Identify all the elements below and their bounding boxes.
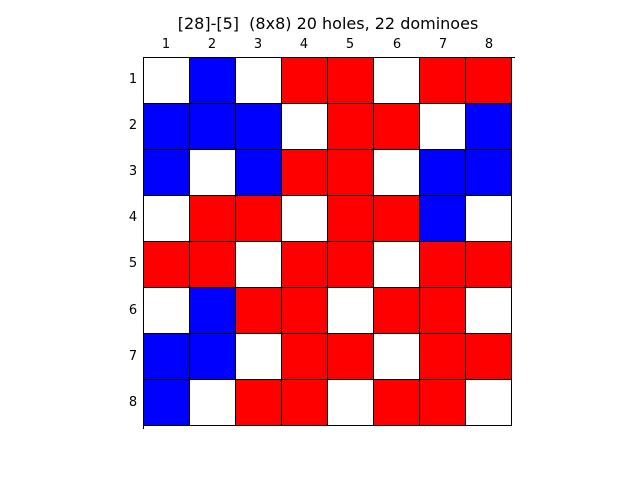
board-cell[interactable]: [374, 334, 420, 380]
row-label: 3: [128, 164, 138, 179]
board-cell[interactable]: [236, 288, 282, 334]
board-cell[interactable]: [144, 150, 190, 196]
row-label: 5: [128, 256, 138, 271]
board-cell[interactable]: [466, 58, 512, 104]
board-cell[interactable]: [374, 288, 420, 334]
board-cell[interactable]: [282, 334, 328, 380]
board-cell[interactable]: [236, 58, 282, 104]
board-cell[interactable]: [236, 104, 282, 150]
board-cell[interactable]: [328, 242, 374, 288]
board-cell[interactable]: [190, 380, 236, 426]
board-cell[interactable]: [236, 380, 282, 426]
column-label: 5: [345, 37, 355, 52]
board-cell[interactable]: [420, 242, 466, 288]
board-cell[interactable]: [190, 58, 236, 104]
board-cell[interactable]: [236, 150, 282, 196]
column-label: 1: [161, 37, 171, 52]
board-cell[interactable]: [144, 288, 190, 334]
board-cell[interactable]: [328, 380, 374, 426]
column-label: 8: [484, 37, 494, 52]
row-label: 6: [128, 303, 138, 318]
board-cell[interactable]: [420, 288, 466, 334]
board-cell[interactable]: [190, 288, 236, 334]
board-cell[interactable]: [282, 58, 328, 104]
board-cell[interactable]: [420, 380, 466, 426]
board-cell[interactable]: [190, 334, 236, 380]
board-cell[interactable]: [236, 334, 282, 380]
board-cell[interactable]: [328, 150, 374, 196]
board-cell[interactable]: [282, 242, 328, 288]
board-cell[interactable]: [144, 104, 190, 150]
board-cell[interactable]: [374, 150, 420, 196]
board-cell[interactable]: [466, 242, 512, 288]
board-cell[interactable]: [144, 196, 190, 242]
board-cell[interactable]: [190, 242, 236, 288]
board-cell[interactable]: [282, 380, 328, 426]
board-cell[interactable]: [466, 196, 512, 242]
board-cell[interactable]: [282, 104, 328, 150]
board-cell[interactable]: [328, 288, 374, 334]
board-cell[interactable]: [328, 196, 374, 242]
board-cell[interactable]: [144, 334, 190, 380]
board-cell[interactable]: [282, 288, 328, 334]
board-cell[interactable]: [466, 288, 512, 334]
board-cell[interactable]: [236, 242, 282, 288]
board-cell[interactable]: [282, 196, 328, 242]
board-cell[interactable]: [236, 196, 282, 242]
column-label: 6: [392, 37, 402, 52]
board-cell[interactable]: [144, 242, 190, 288]
board-cell[interactable]: [466, 334, 512, 380]
board-cell[interactable]: [374, 242, 420, 288]
board-cell[interactable]: [144, 380, 190, 426]
row-label: 4: [128, 210, 138, 225]
board-cell[interactable]: [466, 104, 512, 150]
board-cell[interactable]: [328, 334, 374, 380]
column-label: 2: [207, 37, 217, 52]
board-cell[interactable]: [374, 196, 420, 242]
row-label: 2: [128, 118, 138, 133]
board-cell[interactable]: [282, 150, 328, 196]
board-cell[interactable]: [190, 104, 236, 150]
board-cell[interactable]: [190, 196, 236, 242]
board-cell[interactable]: [190, 150, 236, 196]
board-cell[interactable]: [144, 58, 190, 104]
board-cell[interactable]: [420, 58, 466, 104]
row-label: 8: [128, 395, 138, 410]
board-cell[interactable]: [328, 104, 374, 150]
board-cell[interactable]: [420, 150, 466, 196]
row-label: 1: [128, 72, 138, 87]
column-label: 3: [253, 37, 263, 52]
game-board: [143, 57, 515, 429]
board-cell[interactable]: [420, 196, 466, 242]
board-cell[interactable]: [374, 380, 420, 426]
board-cell[interactable]: [466, 380, 512, 426]
board-cell[interactable]: [466, 150, 512, 196]
column-label: 4: [299, 37, 309, 52]
board-cell[interactable]: [374, 58, 420, 104]
board-cell[interactable]: [420, 104, 466, 150]
column-label: 7: [438, 37, 448, 52]
puzzle-title: [28]-[5] (8x8) 20 holes, 22 dominoes: [177, 14, 479, 33]
board-cell[interactable]: [420, 334, 466, 380]
board-cell[interactable]: [328, 58, 374, 104]
board-cell[interactable]: [374, 104, 420, 150]
row-label: 7: [128, 349, 138, 364]
